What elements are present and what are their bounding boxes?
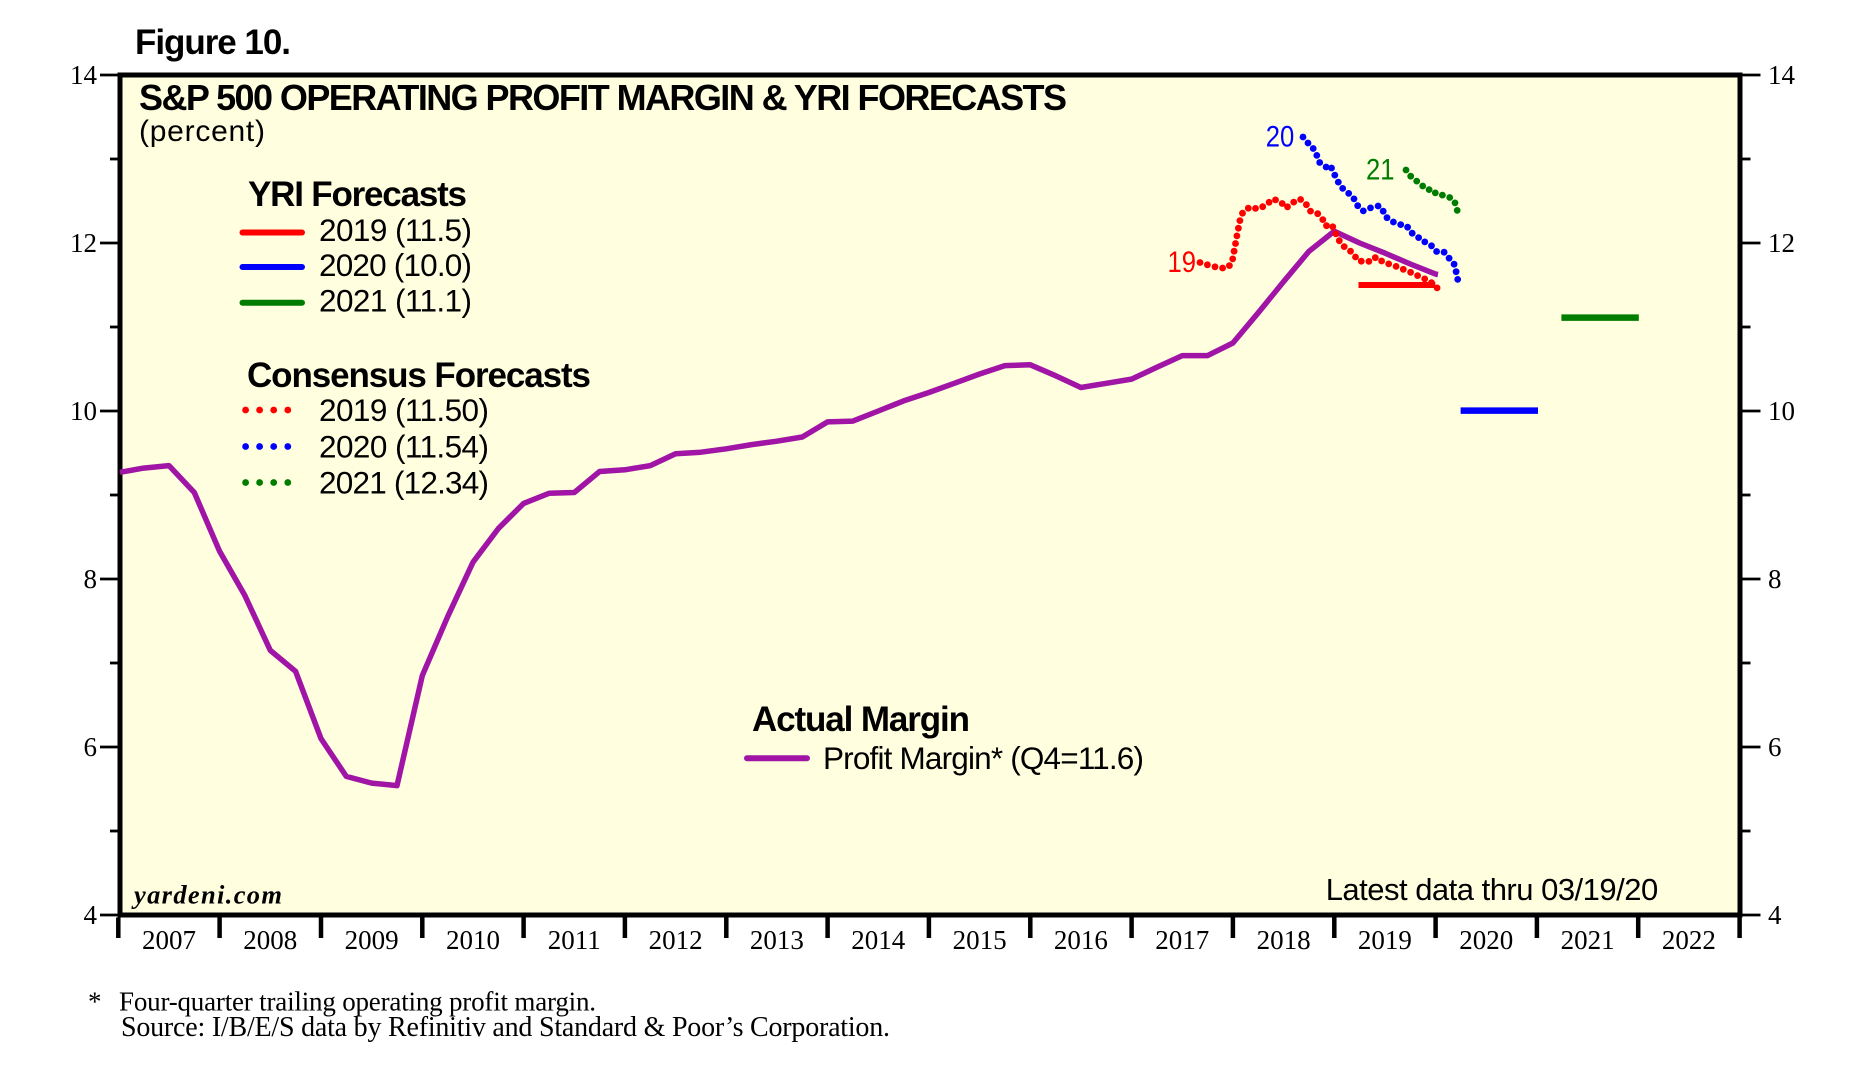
svg-text:2020 (11.54): 2020 (11.54) — [319, 429, 489, 465]
svg-text:4: 4 — [1768, 900, 1782, 930]
svg-text:14: 14 — [1768, 60, 1796, 90]
svg-text:Consensus Forecasts: Consensus Forecasts — [247, 356, 591, 395]
svg-text:4: 4 — [84, 900, 98, 930]
svg-text:2021 (11.1): 2021 (11.1) — [319, 283, 472, 319]
svg-text:2017: 2017 — [1155, 925, 1209, 955]
svg-text:8: 8 — [84, 564, 98, 594]
svg-text:2019 (11.5): 2019 (11.5) — [319, 212, 472, 248]
svg-text:2014: 2014 — [851, 925, 906, 955]
svg-text:12: 12 — [70, 228, 97, 258]
svg-text:*: * — [88, 987, 102, 1017]
svg-text:6: 6 — [84, 732, 98, 762]
svg-text:Latest data thru 03/19/20: Latest data thru 03/19/20 — [1326, 872, 1659, 907]
svg-text:2021: 2021 — [1561, 925, 1615, 955]
svg-text:(percent): (percent) — [139, 115, 265, 148]
svg-text:2009: 2009 — [345, 925, 399, 955]
svg-text:yardeni.com: yardeni.com — [131, 880, 282, 910]
svg-text:14: 14 — [70, 60, 98, 90]
svg-text:2020: 2020 — [1459, 925, 1513, 955]
svg-text:21: 21 — [1366, 154, 1395, 187]
svg-text:2011: 2011 — [548, 925, 601, 955]
svg-text:Profit Margin* (Q4=11.6): Profit Margin* (Q4=11.6) — [823, 740, 1144, 776]
svg-text:2007: 2007 — [142, 925, 196, 955]
svg-text:2013: 2013 — [750, 925, 804, 955]
svg-text:2015: 2015 — [953, 925, 1007, 955]
svg-text:2022: 2022 — [1662, 925, 1716, 955]
svg-text:20: 20 — [1266, 121, 1295, 154]
svg-text:Figure 10.: Figure 10. — [135, 23, 291, 62]
svg-text:6: 6 — [1768, 732, 1782, 762]
svg-text:10: 10 — [1768, 396, 1795, 426]
svg-text:Four-quarter trailing operatin: Four-quarter trailing operating profit m… — [119, 987, 596, 1017]
svg-text:2019: 2019 — [1358, 925, 1412, 955]
svg-text:8: 8 — [1768, 564, 1782, 594]
svg-text:2018: 2018 — [1257, 925, 1311, 955]
svg-text:S&P 500 OPERATING PROFIT MARGI: S&P 500 OPERATING PROFIT MARGIN & YRI FO… — [139, 77, 1067, 118]
svg-text:2020 (10.0): 2020 (10.0) — [319, 247, 472, 283]
svg-text:2010: 2010 — [446, 925, 500, 955]
svg-text:2016: 2016 — [1054, 925, 1108, 955]
svg-text:YRI Forecasts: YRI Forecasts — [248, 175, 467, 214]
svg-text:2012: 2012 — [649, 925, 703, 955]
svg-text:2021 (12.34): 2021 (12.34) — [319, 465, 489, 501]
svg-text:12: 12 — [1768, 228, 1795, 258]
svg-text:Source: I/B/E/S data by Refini: Source: I/B/E/S data by Refinitiv and St… — [121, 1012, 890, 1043]
svg-text:10: 10 — [70, 396, 97, 426]
svg-text:19: 19 — [1168, 246, 1197, 279]
svg-text:2008: 2008 — [243, 925, 297, 955]
svg-text:Actual Margin: Actual Margin — [752, 700, 970, 739]
svg-text:2019 (11.50): 2019 (11.50) — [319, 392, 489, 428]
